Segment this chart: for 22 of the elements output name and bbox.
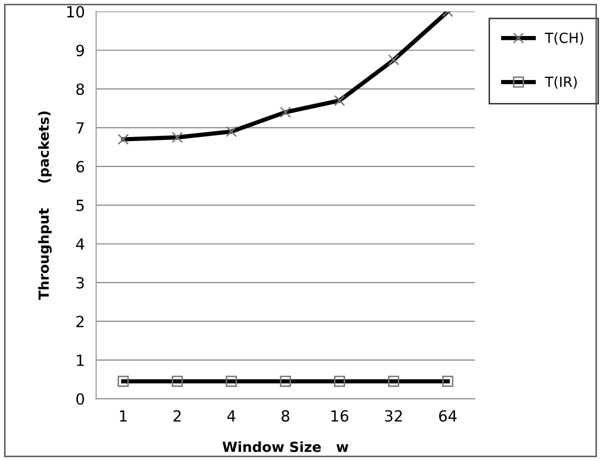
y-tick-label: 10 bbox=[67, 6, 84, 18]
y-tick-label: 4 bbox=[76, 238, 84, 250]
y-axis-title: Throughput (packets) bbox=[38, 112, 52, 300]
y-tick-label: 5 bbox=[76, 200, 84, 212]
y-tick-label: 1 bbox=[77, 354, 84, 366]
y-tick-label: 7 bbox=[76, 122, 84, 134]
x-tick-label: 8 bbox=[282, 410, 290, 422]
x-tick-label: 1 bbox=[120, 410, 127, 422]
y-tick-label: 2 bbox=[76, 316, 84, 328]
x-tick-label: 64 bbox=[439, 410, 457, 422]
y-tick-label: 3 bbox=[76, 277, 84, 289]
x-axis-title: Window Size w bbox=[222, 441, 348, 452]
y-tick-label: 6 bbox=[76, 160, 84, 172]
x-tick-label: 4 bbox=[227, 410, 236, 422]
y-tick-label: 0 bbox=[76, 393, 84, 405]
legend-label: T(CH) bbox=[544, 32, 584, 45]
x-tick-label: 2 bbox=[174, 410, 181, 422]
x-tick-label: 32 bbox=[385, 410, 402, 422]
y-tick-label: 9 bbox=[76, 44, 84, 56]
legend-label: T(IR) bbox=[544, 76, 577, 89]
x-tick-label: 16 bbox=[332, 410, 348, 422]
y-tick-label: 8 bbox=[76, 83, 84, 95]
